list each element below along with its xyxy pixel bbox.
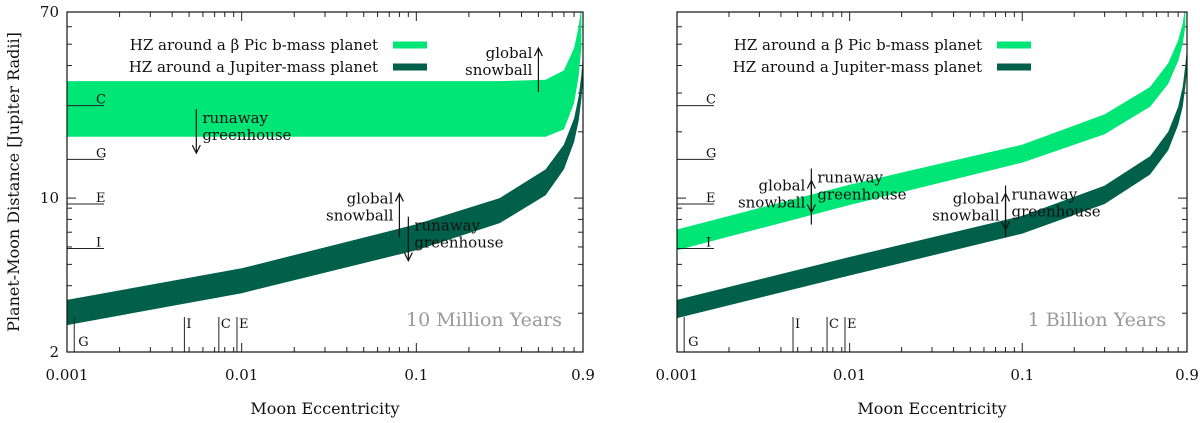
annotation-text: greenhouse — [817, 186, 906, 204]
hz-bands — [67, 12, 583, 326]
annotation-text: global — [759, 177, 806, 195]
annotation-arrowhead — [403, 252, 413, 262]
x-axis-label: Moon Eccentricity — [857, 399, 1006, 418]
annotation-text: snowball — [326, 206, 394, 224]
moon-marker-x-label: I — [186, 317, 191, 332]
moon-markers-y: C G E I — [677, 93, 716, 251]
legend-label: HZ around a Jupiter-mass planet — [733, 58, 982, 76]
annotation-arrowhead — [1000, 221, 1011, 231]
x-tick-label: 0.1 — [404, 366, 428, 384]
moon-marker-y-label: I — [706, 236, 711, 251]
annotation-text: snowball — [465, 61, 533, 79]
y-tick-labels: 2 10 70 — [40, 3, 59, 361]
annotation-text: global — [347, 189, 394, 207]
x-tick-label: 0.01 — [833, 366, 866, 384]
age-label: 10 Million Years — [406, 309, 562, 331]
moon-markers-x: G I C E — [73, 317, 249, 352]
moon-markers-x: G I C E — [683, 317, 857, 352]
x-tick-label: 0.9 — [1175, 366, 1199, 384]
legend-label: HZ around a β Pic b-mass planet — [734, 36, 982, 54]
y-tick-label: 2 — [49, 343, 59, 361]
legend-label: HZ around a Jupiter-mass planet — [129, 58, 378, 76]
age-label: 1 Billion Years — [1028, 309, 1166, 331]
moon-marker-x-label: G — [78, 335, 88, 350]
annotation-arrowhead — [191, 144, 201, 155]
moon-marker-y-label: I — [96, 236, 101, 251]
x-tick-label: 0.001 — [656, 366, 699, 384]
annotation-text: runaway — [817, 169, 883, 187]
moon-marker-y-label: C — [706, 93, 716, 108]
moon-marker-x-label: C — [221, 317, 231, 332]
plot-frame — [676, 11, 1188, 353]
x-tick-labels: 0.001 0.01 0.1 0.9 — [656, 366, 1199, 384]
moon-marker-x-label: E — [847, 317, 857, 332]
y-axis-label: Planet-Moon Distance [Jupiter Radii] — [4, 32, 23, 332]
annotation-text: greenhouse — [1012, 203, 1101, 221]
x-tick-label: 0.9 — [571, 366, 595, 384]
annotation-arrowhead — [394, 192, 404, 202]
moon-marker-y-label: C — [96, 93, 106, 108]
moon-marker-y-label: E — [706, 191, 716, 206]
axis-ticks — [66, 11, 584, 353]
annotation-text: runaway — [202, 109, 268, 127]
moon-marker-x-label: I — [795, 317, 800, 332]
hz-bands — [677, 12, 1187, 319]
moon-marker-y-label: E — [96, 191, 106, 206]
hz-band-beta-pic — [677, 12, 1186, 251]
moon-marker-x-label: C — [829, 317, 839, 332]
hz-band-jupiter — [67, 54, 583, 326]
annotation-text: runaway — [1012, 186, 1078, 204]
annotation-text: global — [953, 189, 1000, 207]
x-tick-label: 0.001 — [46, 366, 89, 384]
x-axis-label: Moon Eccentricity — [250, 399, 399, 418]
annotation-text: global — [486, 44, 533, 62]
annotation-text: greenhouse — [202, 126, 291, 144]
legend-label: HZ around a β Pic b-mass planet — [130, 36, 378, 54]
annotation-text: runaway — [414, 217, 480, 235]
x-tick-label: 0.1 — [1010, 366, 1034, 384]
plot-frame — [66, 11, 584, 353]
annotations: globalsnowballrunawaygreenhouseglobalsno… — [191, 44, 543, 262]
annotation-text: greenhouse — [414, 234, 503, 252]
moon-marker-y-label: G — [96, 146, 106, 161]
legend: HZ around a β Pic b-mass planet HZ around… — [129, 36, 427, 76]
annotation-text: snowball — [738, 194, 806, 212]
y-tick-label: 70 — [40, 3, 59, 21]
x-tick-labels: 0.001 0.01 0.1 0.9 — [46, 366, 595, 384]
moon-markers-y: C G E I — [67, 93, 106, 251]
moon-marker-x-label: G — [688, 335, 698, 350]
annotation-text: snowball — [932, 206, 1000, 224]
moon-marker-x-label: E — [239, 317, 249, 332]
legend: HZ around a β Pic b-mass planet HZ around… — [733, 36, 1031, 76]
moon-marker-y-label: G — [706, 146, 716, 161]
y-tick-label: 10 — [40, 189, 59, 207]
annotation-arrowhead — [533, 46, 543, 57]
x-tick-label: 0.01 — [225, 366, 258, 384]
hz-band-beta-pic — [67, 12, 582, 137]
annotation-arrowhead — [806, 204, 816, 214]
hz-band-jupiter — [677, 48, 1187, 319]
